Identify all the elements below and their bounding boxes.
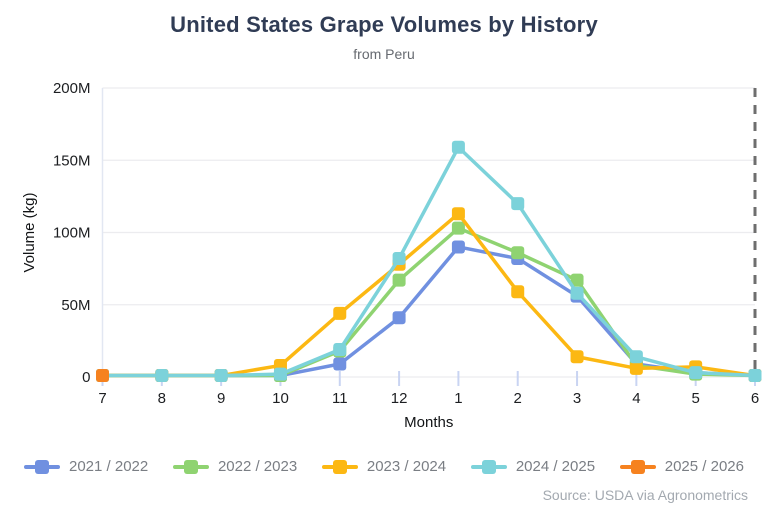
data-point-2023-2024[interactable]	[570, 350, 584, 364]
data-point-2024-2025[interactable]	[689, 366, 703, 380]
data-point-2023-2024[interactable]	[451, 207, 465, 221]
x-tick-label: 12	[391, 390, 408, 407]
x-tick-label: 4	[632, 390, 640, 407]
x-tick-label: 1	[454, 390, 462, 407]
x-tick-label: 2	[514, 390, 522, 407]
data-point-2023-2024[interactable]	[333, 306, 347, 320]
legend-label: 2022 / 2023	[217, 458, 298, 475]
x-tick-label: 8	[158, 390, 166, 407]
x-tick-label: 9	[217, 390, 225, 407]
legend-swatch-icon	[470, 459, 507, 474]
legend-item-2025-2026[interactable]: 2025 / 2026	[619, 458, 744, 475]
data-point-2021-2022[interactable]	[333, 357, 347, 371]
legend-label: 2025 / 2026	[664, 458, 744, 475]
data-point-2024-2025[interactable]	[451, 140, 465, 154]
data-point-2024-2025[interactable]	[570, 286, 584, 300]
legend-label: 2023 / 2024	[366, 458, 447, 475]
legend-item-2021-2022[interactable]: 2021 / 2022	[24, 458, 148, 475]
x-tick-label: 10	[272, 390, 289, 407]
data-point-2023-2024[interactable]	[629, 361, 643, 375]
x-tick-label: 7	[98, 390, 106, 407]
legend-label: 2024 / 2025	[515, 458, 596, 475]
data-point-2023-2024[interactable]	[511, 285, 525, 299]
y-tick-label: 200M	[53, 80, 91, 97]
y-tick-label: 50M	[61, 297, 90, 314]
y-tick-label: 0	[82, 369, 90, 386]
data-point-2024-2025[interactable]	[214, 369, 228, 383]
legend-swatch-icon	[619, 459, 656, 474]
chart-legend: 2021 / 2022 2022 / 2023 2023 / 2024 2024 / …	[0, 458, 768, 475]
series-line-2021-2022	[100, 245, 757, 378]
x-tick-label: 3	[573, 390, 581, 407]
data-point-2022-2023[interactable]	[570, 273, 584, 287]
series-line-2023-2024	[100, 211, 757, 378]
x-tick-label: 5	[692, 390, 700, 407]
y-axis-title: Volume (kg)	[21, 192, 38, 272]
data-point-2022-2023[interactable]	[451, 221, 465, 235]
data-point-2024-2025[interactable]	[273, 367, 287, 381]
data-point-2025-2026[interactable]	[96, 369, 109, 383]
legend-swatch-icon	[24, 459, 60, 474]
data-point-2022-2023[interactable]	[392, 273, 406, 287]
y-tick-label: 100M	[53, 225, 91, 242]
legend-swatch-icon	[321, 459, 358, 474]
legend-item-2022-2023[interactable]: 2022 / 2023	[172, 458, 298, 475]
x-tick-label: 6	[751, 390, 759, 407]
legend-swatch-icon	[172, 459, 209, 474]
legend-item-2023-2024[interactable]: 2023 / 2024	[321, 458, 447, 475]
source-attribution: Source: USDA via Agronometrics	[542, 487, 748, 503]
legend-item-2024-2025[interactable]: 2024 / 2025	[470, 458, 596, 475]
data-point-2021-2022[interactable]	[392, 311, 406, 325]
x-axis-title: Months	[404, 414, 453, 431]
series-line-2022-2023	[100, 226, 757, 378]
data-point-2024-2025[interactable]	[511, 197, 525, 211]
chart-subtitle: from Peru	[353, 46, 415, 62]
chart-title: United States Grape Volumes by History	[170, 12, 598, 37]
data-point-2022-2023[interactable]	[511, 246, 525, 260]
data-point-2024-2025[interactable]	[629, 350, 643, 364]
x-tick-label: 11	[332, 390, 348, 407]
legend-label: 2021 / 2022	[69, 458, 149, 475]
data-point-2024-2025[interactable]	[392, 252, 406, 266]
data-point-2021-2022[interactable]	[451, 240, 465, 254]
y-tick-label: 150M	[53, 152, 91, 169]
data-point-2024-2025[interactable]	[748, 369, 762, 383]
series-line-2024-2025	[100, 145, 757, 378]
data-point-2024-2025[interactable]	[333, 343, 347, 357]
data-point-2024-2025[interactable]	[155, 369, 169, 383]
